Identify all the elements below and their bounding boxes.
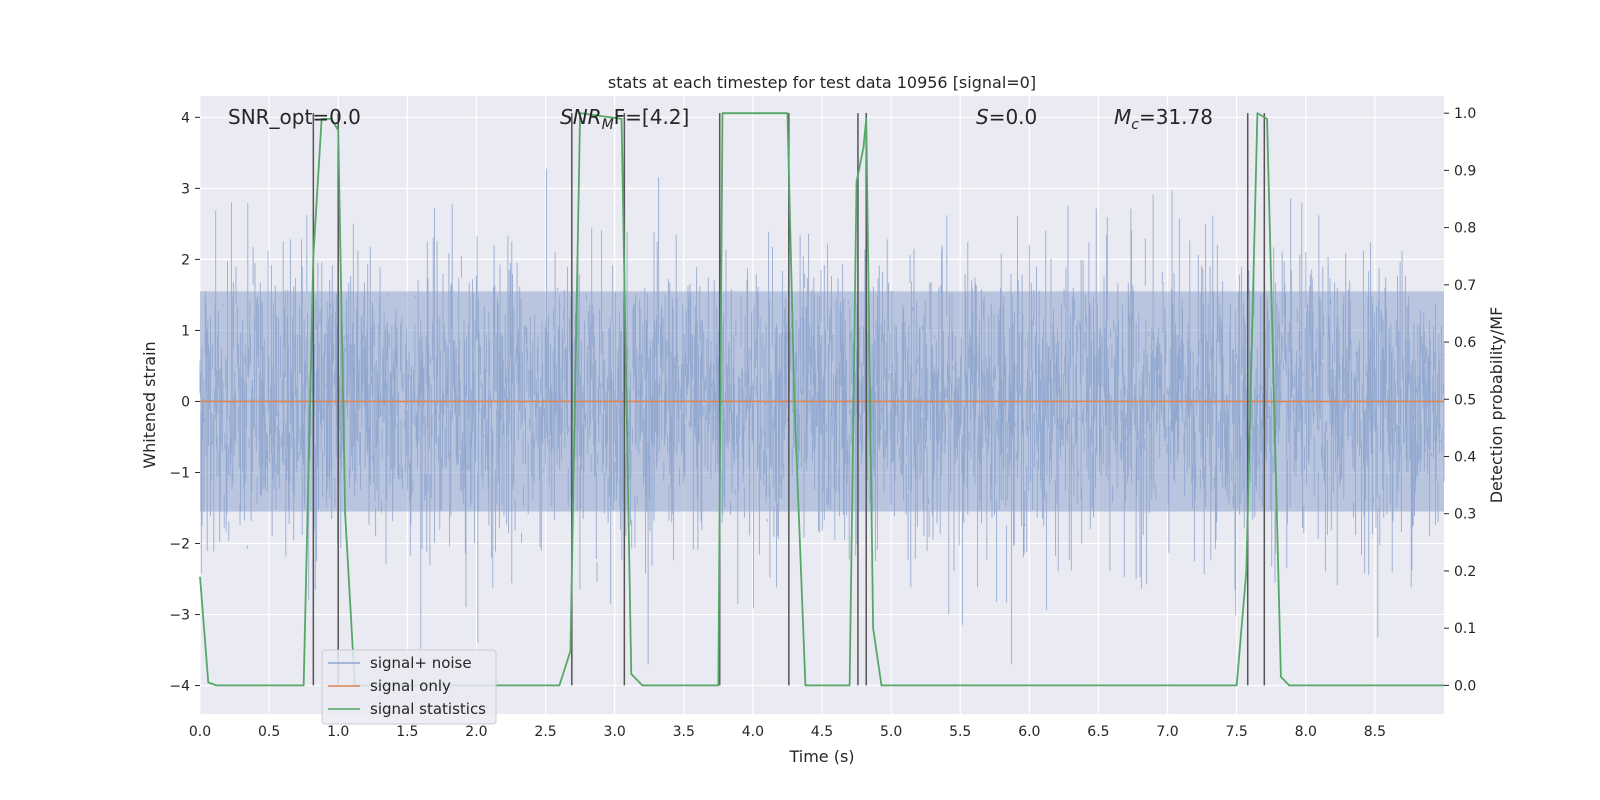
x-tick-label: 6.0 xyxy=(1018,724,1040,740)
legend-label-signal-only: signal only xyxy=(370,677,451,695)
y2-tick-label: 0.4 xyxy=(1454,450,1476,466)
y2-tick-label: 0.7 xyxy=(1454,278,1476,294)
x-tick-label: 5.0 xyxy=(880,724,902,740)
y-tick-label: −1 xyxy=(169,465,190,481)
x-tick-label: 3.5 xyxy=(673,724,695,740)
vertical-markers xyxy=(312,113,1266,686)
y-tick-label: 3 xyxy=(181,181,190,197)
y2-axis-label: Detection probability/MF xyxy=(1487,307,1506,504)
y-axis-label: Whitened strain xyxy=(140,341,159,468)
signal-statistics-series xyxy=(199,112,1444,687)
x-tick-label: 0.0 xyxy=(189,724,211,740)
y-tick-label: 0 xyxy=(181,394,190,410)
x-tick-label: 5.5 xyxy=(949,724,971,740)
y-tick-label: 2 xyxy=(181,252,190,268)
annotation-mc: Mc=31.78 xyxy=(1114,105,1213,133)
legend: signal+ noise signal only signal statist… xyxy=(321,649,497,725)
annotation-s-value: =0.0 xyxy=(989,105,1038,129)
signal-statistics-line xyxy=(199,112,1444,687)
annotation-mc-sub: c xyxy=(1131,117,1139,133)
x-tick-label: 8.5 xyxy=(1364,724,1386,740)
annotation-snr-opt: SNR_opt=0.0 xyxy=(228,105,361,129)
annotation-snr-mf-sub: M xyxy=(602,117,614,133)
y-tick-label: 4 xyxy=(181,110,190,126)
annotation-mc-value: =31.78 xyxy=(1139,105,1213,129)
y-tick-label: −3 xyxy=(169,608,190,624)
x-tick-label: 2.0 xyxy=(465,724,487,740)
annotation-snr-mf-prefix: SNR xyxy=(560,105,602,129)
y-tick-label: −2 xyxy=(169,537,190,553)
annotation-s-label: S xyxy=(976,105,989,129)
y-tick-label: 1 xyxy=(181,323,190,339)
x-tick-label: 0.5 xyxy=(258,724,280,740)
y2-tick-labels: 1.0 0.9 0.8 0.7 0.6 0.5 0.4 0.3 0.2 0.1 0.0 xyxy=(1444,106,1476,694)
x-tick-label: 4.5 xyxy=(811,724,833,740)
chart-title: stats at each timestep for test data 109… xyxy=(608,73,1036,92)
y2-tick-label: 0.0 xyxy=(1454,678,1476,694)
y2-tick-label: 1.0 xyxy=(1454,106,1476,122)
x-tick-label: 8.0 xyxy=(1295,724,1317,740)
y-tick-label: −4 xyxy=(169,679,190,695)
x-tick-label: 6.5 xyxy=(1087,724,1109,740)
y2-tick-label: 0.3 xyxy=(1454,507,1476,523)
x-tick-label: 4.0 xyxy=(742,724,764,740)
x-tick-label: 3.0 xyxy=(604,724,626,740)
x-tick-label: 7.0 xyxy=(1156,724,1178,740)
y2-tick-label: 0.9 xyxy=(1454,163,1476,179)
x-tick-label: 2.5 xyxy=(534,724,556,740)
legend-label-signal-statistics: signal statistics xyxy=(370,700,486,718)
y2-tick-label: 0.6 xyxy=(1454,335,1476,351)
y2-tick-label: 0.2 xyxy=(1454,564,1476,580)
annotation-s: S=0.0 xyxy=(976,105,1037,129)
legend-label-signal-noise: signal+ noise xyxy=(370,654,472,672)
annotation-snr-mf: SNRMF=[4.2] xyxy=(560,105,689,133)
x-axis-label: Time (s) xyxy=(788,747,854,766)
x-tick-labels: 0.0 0.5 1.0 1.5 2.0 2.5 3.0 3.5 4.0 4.5 5.0 5.5 6.0 6… xyxy=(189,724,1386,740)
annotation-mc-label: M xyxy=(1114,105,1131,129)
legend-box xyxy=(321,649,497,725)
y2-tick-label: 0.5 xyxy=(1454,392,1476,408)
y-tick-labels: 4 3 2 1 0 −1 −2 −3 −4 xyxy=(169,110,200,695)
annotation-snr-mf-suffix: F=[4.2] xyxy=(614,105,690,129)
y2-tick-label: 0.1 xyxy=(1454,621,1476,637)
x-tick-label: 1.5 xyxy=(396,724,418,740)
x-tick-label: 1.0 xyxy=(327,724,349,740)
y2-tick-label: 0.8 xyxy=(1454,221,1476,237)
x-tick-label: 7.5 xyxy=(1226,724,1248,740)
